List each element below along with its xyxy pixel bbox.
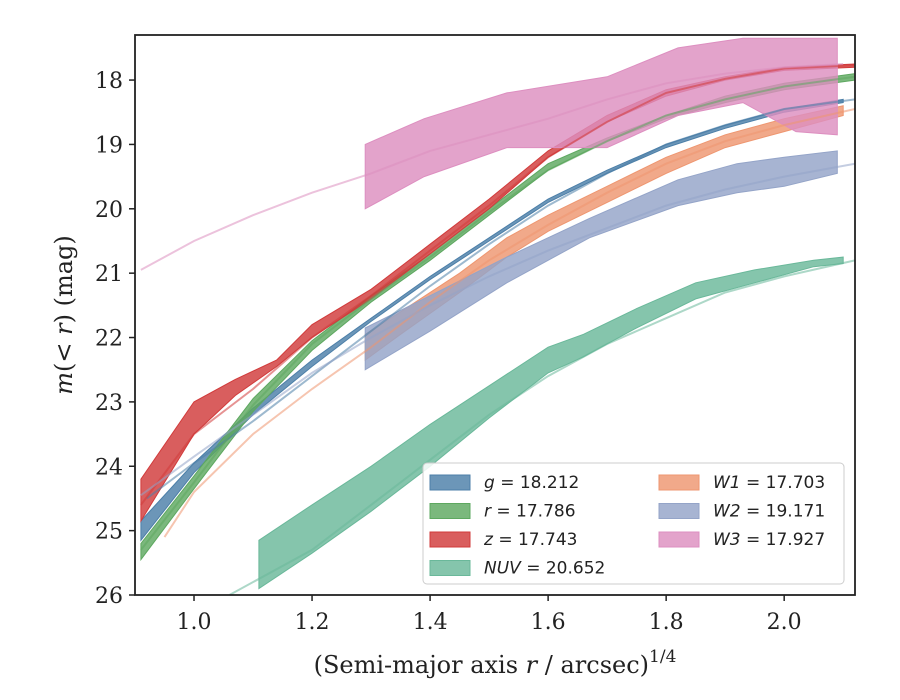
plot-frame — [134, 34, 856, 596]
legend-swatch-w1 — [658, 474, 700, 491]
model-line-w3 — [140, 63, 844, 271]
legend-swatch-w3 — [658, 531, 700, 548]
y-tick-label: 23 — [95, 391, 123, 416]
model-line-z — [140, 64, 855, 506]
x-tick-label: 1.8 — [649, 610, 684, 635]
legend-label-g: g = 18.212 — [484, 473, 579, 493]
legend-swatch-r — [429, 503, 471, 519]
model-line-r — [140, 75, 855, 551]
model-line-w1 — [163, 108, 855, 538]
legend-label-w1: W1 = 17.703 — [713, 473, 825, 493]
legend-swatch-z — [429, 531, 471, 548]
legend: g = 18.212 r = 17.786 z = 17.743 NUV = 20.6… — [422, 462, 845, 585]
legend-label-z: z = 17.743 — [483, 530, 577, 550]
legend-swatch-nuv — [429, 560, 471, 576]
y-tick-label: 18 — [95, 69, 123, 94]
legend-swatch-g — [429, 474, 471, 491]
model-line-g — [146, 98, 855, 500]
x-tick-label: 1.0 — [177, 610, 212, 635]
band-area-w2 — [364, 150, 838, 371]
x-axis: 1.0 1.2 1.4 1.6 1.8 2.0 — [177, 595, 802, 635]
y-tick-label: 22 — [95, 327, 123, 352]
legend-swatch-w2 — [658, 503, 700, 519]
legend-box — [422, 462, 845, 585]
legend-label-nuv: NUV = 20.652 — [484, 559, 605, 579]
y-axis-label: m(< r) (mag) — [50, 235, 78, 395]
legend-label-w3: W3 = 17.927 — [713, 530, 825, 550]
x-tick-label: 2.0 — [767, 610, 802, 635]
y-axis: 18 19 20 21 22 23 24 25 26 — [95, 69, 135, 609]
y-tick-label: 20 — [95, 198, 123, 223]
legend-label-w2: W2 = 19.171 — [713, 502, 825, 522]
x-axis-label: (Semi-major axis r / arcsec)1/4 — [314, 647, 677, 679]
legend-label-r: r = 17.786 — [484, 502, 576, 522]
y-tick-label: 19 — [95, 133, 123, 158]
x-tick-label: 1.6 — [531, 610, 566, 635]
band-area-g — [140, 98, 844, 542]
y-tick-label: 26 — [95, 584, 123, 609]
y-tick-label: 21 — [95, 262, 123, 287]
x-tick-label: 1.4 — [413, 610, 448, 635]
model-curves — [140, 63, 855, 595]
model-line-nuv — [228, 259, 855, 595]
x-tick-label: 1.2 — [295, 610, 330, 635]
model-line-w2 — [140, 162, 855, 497]
y-tick-label: 24 — [95, 455, 123, 480]
y-tick-label: 25 — [95, 520, 123, 545]
